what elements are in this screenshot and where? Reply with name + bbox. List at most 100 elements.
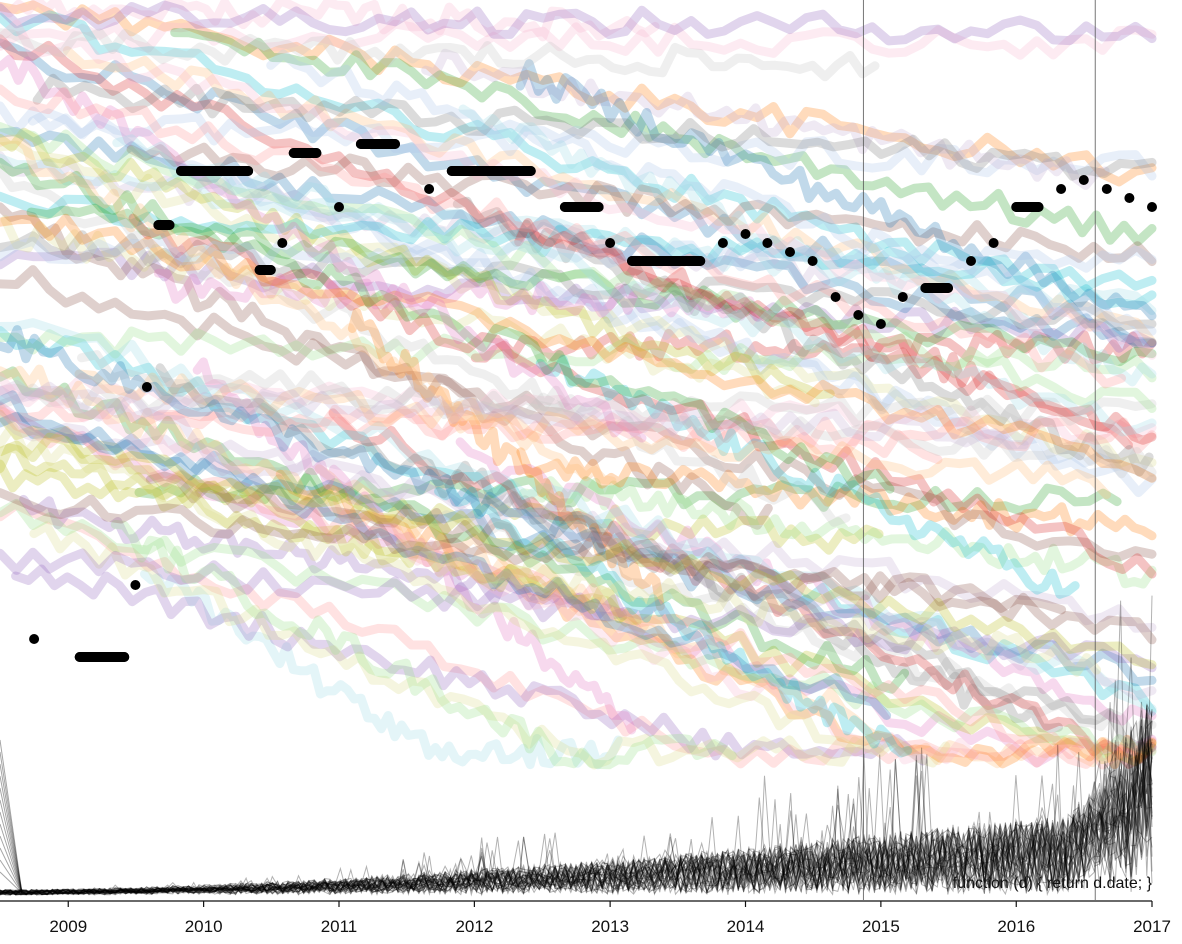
volume-series-line	[0, 847, 23, 894]
background-series-line	[170, 28, 1157, 246]
background-series	[0, 202, 773, 530]
background-series	[0, 382, 1157, 428]
background-series-line	[452, 196, 1154, 477]
background-series-line	[0, 213, 1157, 483]
volume-series-line	[0, 737, 1153, 896]
background-series-line	[0, 10, 1157, 310]
volume-series-line	[0, 716, 1153, 896]
highlight-point	[424, 184, 435, 194]
background-series-line	[0, 165, 851, 527]
background-series-line	[0, 326, 1157, 716]
volume-series-line	[0, 748, 1153, 896]
highlight-point	[695, 256, 706, 266]
background-series-line	[153, 268, 772, 322]
volume-series-line	[0, 743, 1153, 896]
background-series-line	[74, 369, 1111, 500]
background-series	[77, 350, 1157, 479]
x-tick-label: 2013	[591, 917, 629, 936]
x-tick-label: 2009	[49, 917, 87, 936]
background-series	[0, 165, 851, 527]
volume-series-line	[0, 709, 1153, 896]
background-series-line	[0, 421, 885, 754]
background-series	[535, 354, 1080, 599]
volume-series-line	[0, 751, 23, 894]
background-series	[202, 171, 1157, 498]
highlight-point	[277, 238, 288, 248]
volume-series-line	[0, 712, 1153, 895]
volume-series-line	[0, 725, 1153, 895]
background-series-line	[0, 84, 1126, 389]
x-tick-label: 2015	[862, 917, 900, 936]
background-series	[0, 34, 1133, 450]
volume-series-line	[0, 714, 1153, 896]
volume-series-line	[0, 755, 1153, 895]
background-series-line	[0, 382, 1157, 428]
background-series	[0, 325, 606, 556]
background-series-line	[0, 498, 1157, 762]
background-series	[0, 28, 880, 82]
background-series	[395, 538, 1102, 677]
background-series-line	[0, 215, 820, 408]
background-series	[32, 73, 1157, 181]
background-series-line	[0, 396, 943, 465]
background-series-line	[0, 157, 895, 494]
background-series-line	[470, 328, 1157, 365]
highlight-point	[1078, 175, 1089, 185]
background-series	[134, 473, 1122, 515]
volume-series-line	[0, 775, 23, 894]
background-series	[110, 520, 737, 770]
background-series	[0, 421, 885, 754]
annotation-label: function (d) { return d.date; }	[953, 875, 1153, 892]
background-series-line	[0, 443, 642, 626]
volume-series-line	[0, 823, 23, 894]
highlight-point	[605, 238, 616, 248]
x-tick-label: 2010	[185, 917, 223, 936]
background-series-line	[516, 447, 1157, 541]
background-series-line	[0, 390, 892, 720]
background-series	[0, 402, 1157, 770]
background-series	[155, 363, 1157, 753]
background-series-line	[0, 202, 773, 530]
background-series-line	[0, 410, 1157, 633]
volume-series-line	[0, 739, 23, 894]
background-series-line	[275, 469, 1157, 770]
background-series-line	[0, 0, 1157, 46]
background-series-line	[0, 19, 1157, 360]
background-series	[112, 134, 1157, 437]
highlight-point	[897, 292, 908, 302]
highlight-point	[717, 238, 728, 248]
background-series	[266, 49, 1157, 336]
highlight-point	[29, 634, 40, 644]
background-series-line	[0, 409, 1157, 767]
background-series	[0, 318, 1157, 714]
background-series-line	[0, 140, 1157, 469]
background-series	[192, 357, 637, 735]
background-series-line	[0, 488, 1067, 615]
volume-series-line	[0, 755, 1153, 896]
background-series	[0, 153, 1157, 316]
background-series-line	[0, 500, 1157, 769]
background-series	[0, 215, 820, 408]
background-series	[0, 101, 1157, 181]
background-series	[0, 54, 647, 443]
background-series	[0, 0, 1157, 46]
volume-series-line	[0, 754, 1153, 896]
volume-series-line	[0, 750, 1153, 896]
highlight-point	[1147, 202, 1157, 212]
background-series	[452, 460, 1063, 733]
highlight-point	[593, 202, 604, 212]
highlight-point	[525, 166, 536, 176]
background-series-line	[0, 432, 1157, 670]
background-series	[19, 494, 628, 621]
background-series	[0, 0, 1157, 187]
background-series-line	[452, 460, 1063, 733]
x-tick-label: 2011	[321, 917, 358, 936]
x-tick-label: 2017	[1133, 917, 1171, 936]
background-series	[0, 500, 1157, 769]
background-series-line	[514, 218, 1157, 445]
background-series	[516, 447, 1157, 541]
volume-series-line	[0, 799, 23, 894]
volume-series-line	[0, 775, 1153, 895]
background-series	[0, 498, 1157, 762]
background-series	[0, 390, 892, 720]
